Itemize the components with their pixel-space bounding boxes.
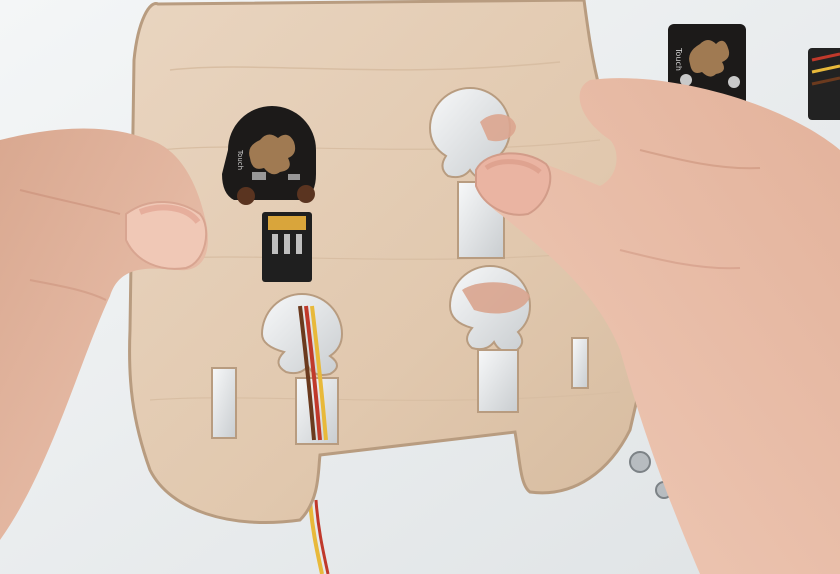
side-touch-label: Touch	[674, 47, 683, 71]
hole-wires	[298, 305, 328, 441]
screws	[629, 451, 673, 499]
touch-pad	[249, 134, 296, 175]
touch-sensor-module: Touch	[222, 106, 316, 282]
bottom-wires	[308, 499, 330, 574]
board-touch-label: Touch	[236, 149, 244, 170]
right-hand	[462, 78, 840, 574]
side-cable	[808, 48, 840, 120]
left-hand	[0, 128, 208, 540]
